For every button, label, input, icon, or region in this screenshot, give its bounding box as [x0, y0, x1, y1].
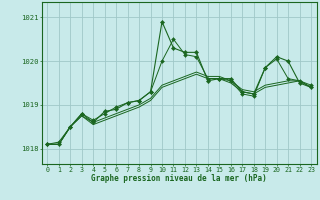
X-axis label: Graphe pression niveau de la mer (hPa): Graphe pression niveau de la mer (hPa): [91, 174, 267, 183]
